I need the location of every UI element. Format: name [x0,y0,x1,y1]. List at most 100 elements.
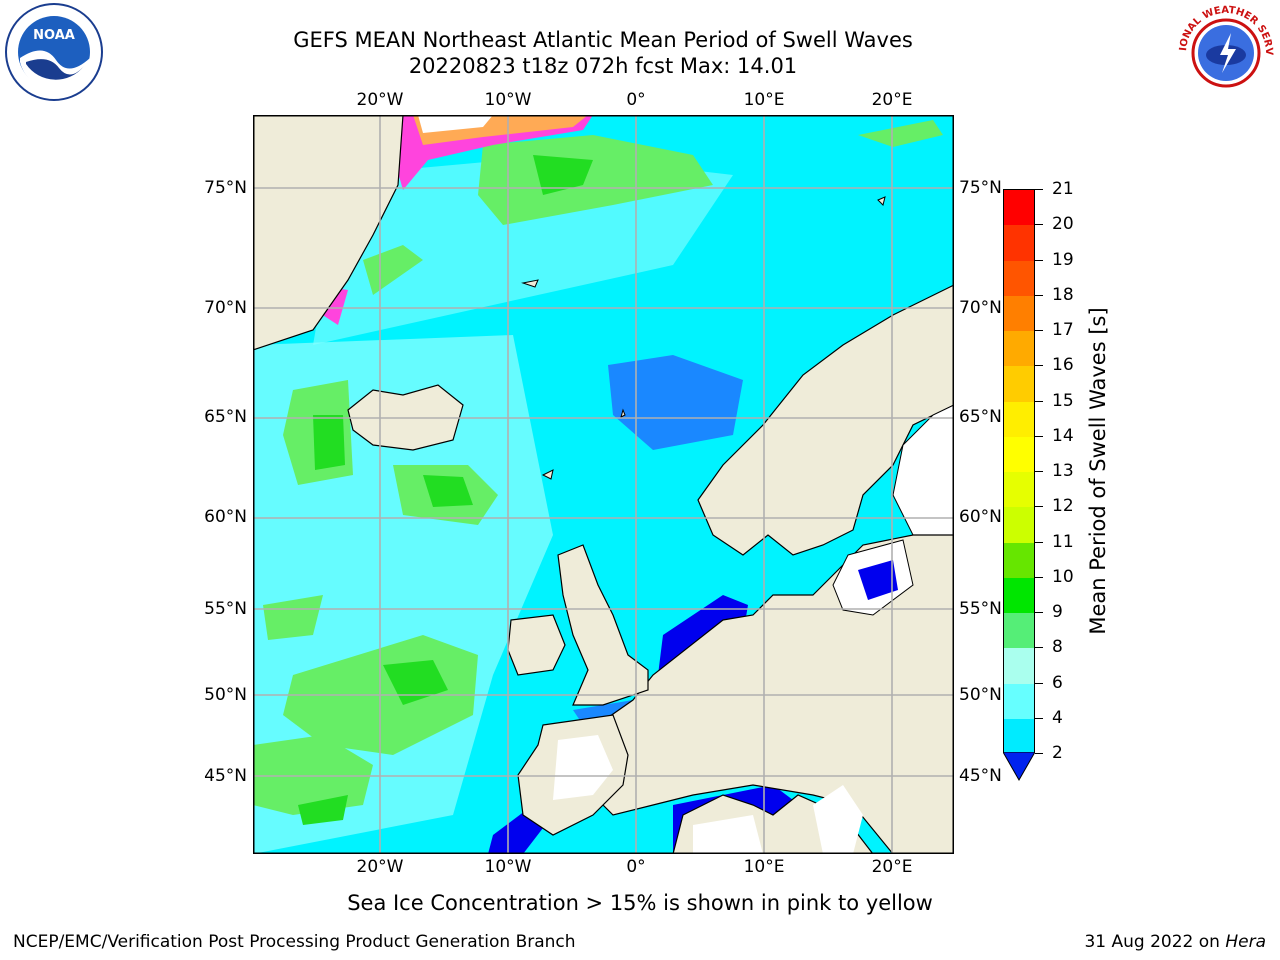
colorbar-segment [1004,295,1034,332]
chart-subtitle: 20220823 t18z 072h fcst Max: 14.01 [408,54,798,78]
colorbar-segment [1004,542,1034,579]
lon-label-bottom-10w: 10°W [484,857,532,877]
swell-light-north [313,155,733,345]
swell-green-southwest [253,735,373,815]
colorbar-tick-label: 12 [1052,496,1074,517]
colorbar-tick-label: 15 [1052,390,1074,411]
map-panel [253,115,954,854]
land-finland-gap [892,404,954,536]
lon-label-bottom-0: 0° [626,857,646,877]
footer-credit: NCEP/EMC/Verification Post Processing Pr… [13,932,576,952]
swell-green-southwest-core [298,795,348,825]
colorbar-tick-label: 18 [1052,284,1074,305]
colorbar-tick [1035,753,1043,754]
colorbar-tick-label: 11 [1052,531,1074,552]
colorbar-tick [1035,647,1043,649]
colorbar-tick-label: 16 [1052,355,1074,376]
colorbar-label: Mean Period of Swell Waves [s] [1086,307,1110,635]
swell-green-greenland [363,245,423,295]
swell-green-central-core [423,475,473,507]
colorbar-tick [1035,717,1043,719]
lat-label-left-65n: 65°N [204,407,247,427]
lat-label-left-45n: 45°N [204,766,247,786]
colorbar-extend-arrow [1003,752,1035,782]
colorbar-tick [1035,294,1043,296]
colorbar-tick [1035,400,1043,402]
colorbar-tick-label: 20 [1052,214,1074,235]
land-greenland [253,115,404,351]
colorbar-segment [1004,472,1034,508]
footer-host: Hera [1225,932,1266,952]
colorbar-segment [1004,718,1034,755]
lat-label-left-70n: 70°N [204,298,247,318]
colorbar-tick-label: 13 [1052,461,1074,481]
land-great-britain [557,544,649,706]
swell-green-south-core [383,660,448,705]
colorbar-tick-label: 8 [1052,637,1063,658]
small-island [620,408,626,418]
colorbar-tick-label: 19 [1052,249,1074,270]
lat-label-left-50n: 50°N [204,685,247,705]
colorbar-tick-label: 14 [1052,425,1074,446]
noaa-logo-icon: NOAA [5,3,103,101]
sea-ice-note: Sea Ice Concentration > 15% is shown in … [347,891,933,915]
colorbar-segment [1004,436,1034,473]
colorbar-segment [1004,401,1034,438]
colorbar-segment [1004,190,1034,226]
land-scandinavia [697,284,954,556]
colorbar-tick [1035,330,1043,331]
colorbar-tick [1035,435,1043,437]
lat-label-right-65n: 65°N [959,407,1002,427]
map-frame [253,115,954,854]
colorbar-tick [1035,541,1043,543]
lon-label-top-20w: 20°W [356,90,404,110]
swell-green-north-core [533,155,593,195]
baltic-blue [858,560,898,600]
colorbar-tick-label: 21 [1052,179,1074,199]
colorbar-tick-label: 2 [1052,743,1063,763]
colorbar-segment [1004,225,1034,261]
bear-island [877,196,886,206]
colorbar-segment [1004,683,1034,720]
colorbar-tick [1035,365,1043,367]
jan-mayen [521,279,539,288]
colorbar-segment [1004,507,1034,543]
colorbar-tick-label: 9 [1052,602,1063,622]
footer-date: 31 Aug 2022 on Hera [1084,932,1266,952]
colorbar-segment [1004,366,1034,402]
lat-label-left-60n: 60°N [204,507,247,527]
colorbar-tick [1035,612,1043,613]
lat-label-right-45n: 45°N [959,766,1002,786]
lon-label-bottom-20e: 20°E [871,857,913,877]
lat-label-right-55n: 55°N [959,599,1002,619]
colorbar-segment [1004,577,1034,614]
lat-label-right-70n: 70°N [959,298,1002,318]
colorbar-tick-label: 6 [1052,672,1063,693]
gridlines [253,115,954,854]
lon-label-top-10w: 10°W [484,90,532,110]
colorbar-tick [1035,682,1043,684]
swell-green-svalbard [858,120,943,147]
lon-label-top-20e: 20°E [871,90,913,110]
colorbar-tick [1035,224,1043,226]
colorbar-tick [1035,259,1043,261]
colorbar-tick-label: 10 [1052,566,1074,587]
lon-label-top-0: 0° [626,90,646,110]
lat-label-right-75n: 75°N [959,178,1002,198]
lat-label-right-50n: 50°N [959,685,1002,705]
lat-label-right-60n: 60°N [959,507,1002,527]
sea-ice-white [418,115,493,133]
colorbar-tick-label: 4 [1052,707,1063,728]
colorbar-segment [1004,648,1034,684]
colorbar-tick [1035,189,1043,190]
swell-green-west-small [263,595,323,640]
colorbar-segment [1004,331,1034,367]
noaa-logo-text: NOAA [33,28,75,43]
nws-logo-icon: NATIONAL WEATHER SERVICE [1176,3,1274,101]
colorbar-segment [1004,260,1034,297]
lat-label-left-55n: 55°N [204,599,247,619]
swell-green-iceland-core [313,415,345,470]
lon-label-bottom-20w: 20°W [356,857,404,877]
chart-title: GEFS MEAN Northeast Atlantic Mean Period… [293,28,913,52]
footer-date-text: 31 Aug 2022 on [1084,932,1226,952]
